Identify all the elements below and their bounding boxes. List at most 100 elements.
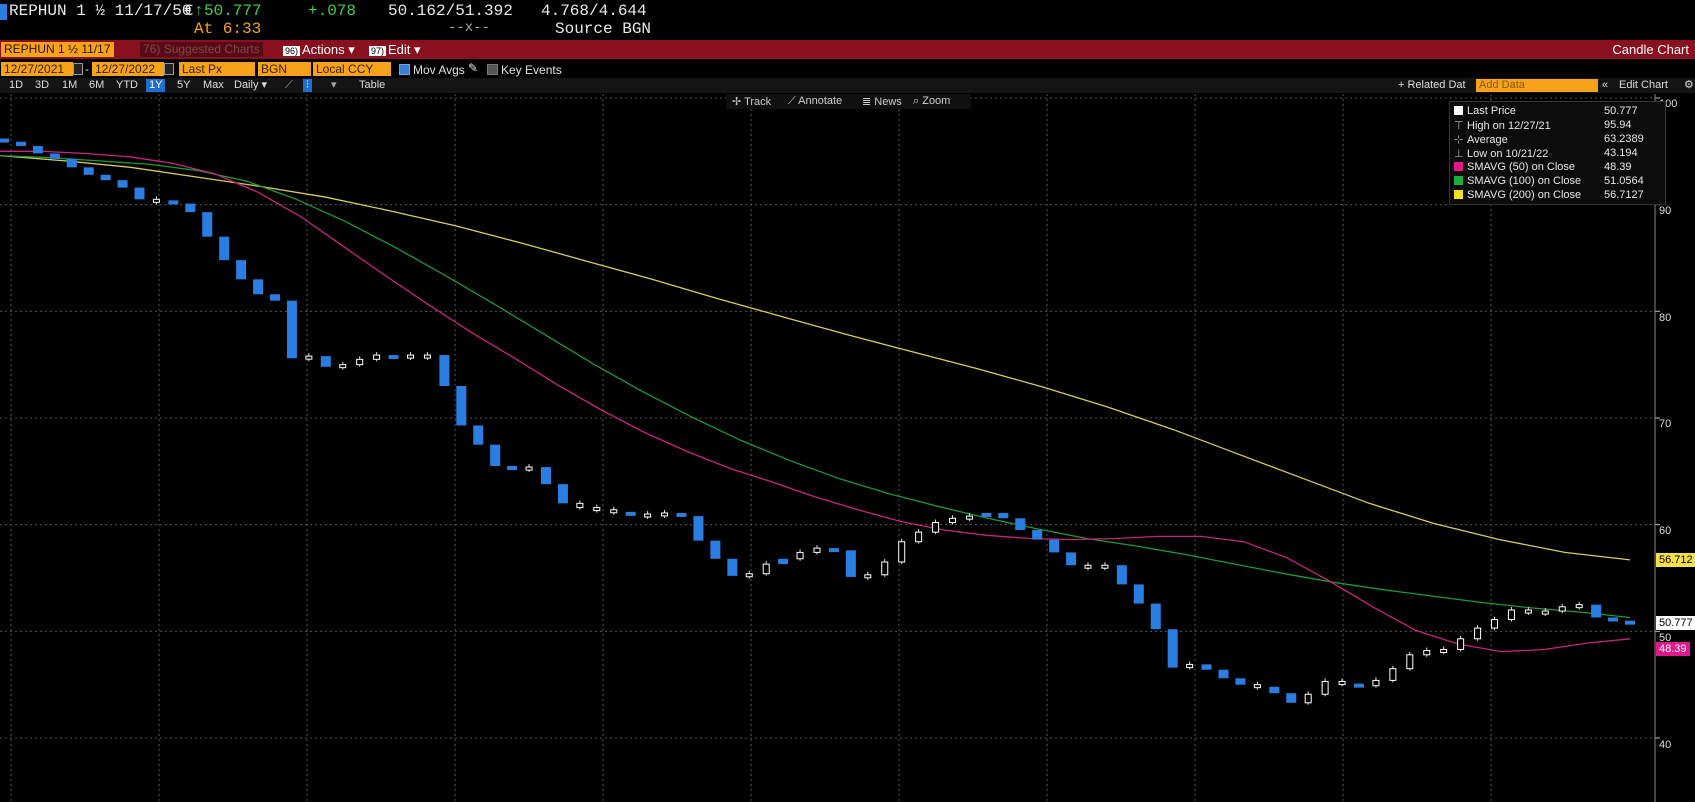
period-5y[interactable]: 5Y [177, 79, 191, 91]
swatch [1454, 176, 1463, 185]
candle-down [168, 200, 179, 205]
annotate-button[interactable]: ⟋ Annotate [788, 95, 843, 107]
edit-chart-button[interactable]: Edit Chart [1619, 79, 1668, 91]
key-events-checkbox[interactable] [487, 64, 498, 75]
candle-up [661, 512, 669, 517]
security-marker [0, 4, 7, 20]
candle-down [507, 466, 518, 470]
candle-down [676, 512, 687, 517]
chart-type-label[interactable]: Candle Chart [1612, 42, 1689, 57]
candles [0, 138, 1635, 705]
currency-select[interactable]: Local CCY [313, 62, 391, 76]
candle-style-icon[interactable]: ⫶ [303, 79, 312, 92]
high-marker-icon: ⊤ [1454, 120, 1464, 132]
zoom-label: Zoom [922, 95, 951, 107]
end-date-field[interactable]: 12/27/2022 [92, 62, 164, 76]
mov-avgs-label[interactable]: Mov Avgs [413, 63, 465, 77]
legend-label: Low on 10/21/22 [1467, 148, 1549, 160]
price-field-select[interactable]: Last Px [179, 62, 255, 76]
legend-value: 48.39 [1604, 161, 1632, 173]
style-dropdown-icon[interactable]: ▾ [331, 79, 337, 91]
candle-up [881, 561, 889, 576]
related-data-button[interactable]: + Related Dat [1398, 79, 1466, 91]
period-max[interactable]: Max [203, 79, 224, 91]
calendar-icon[interactable] [164, 63, 174, 75]
legend-value: 43.194 [1604, 147, 1638, 159]
candle-up [152, 198, 160, 203]
legend-smavg200: SMAVG (200) on Close 56.7127 [1454, 189, 1644, 201]
quote-header: REPHUN 1 ½ 11/17/50 € ↑ 50.777 +.078 50.… [0, 0, 1695, 40]
legend-label: SMAVG (50) on Close [1467, 161, 1576, 173]
candle-down [710, 540, 721, 559]
mov-avgs-checkbox[interactable] [399, 64, 410, 75]
source-select[interactable]: BGN [258, 62, 311, 76]
period-1y[interactable]: 1Y [146, 79, 166, 92]
candle-up [1524, 609, 1532, 614]
track-button[interactable]: ✢ Track [732, 96, 772, 108]
candle-up [745, 573, 753, 578]
pencil-icon[interactable]: ✎ [468, 61, 479, 75]
candle-up [1186, 663, 1194, 669]
chart-grid [0, 94, 1660, 802]
candle-down [15, 141, 26, 146]
ticker-label[interactable]: REPHUN 1 ½ 11/17/50 [9, 2, 192, 20]
news-button[interactable]: ≣ News [862, 96, 902, 108]
candle-down [0, 138, 9, 143]
period-6m[interactable]: 6M [89, 79, 105, 91]
candle-down [1167, 629, 1178, 668]
candle-down [625, 511, 636, 516]
security-tab[interactable]: REPHUN 1 ½ 11/17 [1, 42, 114, 57]
candle-up [1457, 638, 1465, 650]
zoom-button[interactable]: ⌕ Zoom [913, 95, 951, 107]
calendar-icon[interactable] [73, 63, 83, 75]
smavg50-line [0, 150, 1631, 653]
candle-up [1558, 606, 1566, 612]
key-events-label[interactable]: Key Events [501, 63, 562, 77]
candle-down [1133, 584, 1144, 604]
legend-high: ⊤ High on 12/27/21 95.94 [1454, 119, 1632, 132]
candle-down [1591, 604, 1602, 618]
candle-down [66, 158, 77, 168]
edit-menu[interactable]: 97) Edit ▾ [369, 42, 421, 59]
legend-label: High on 12/27/21 [1467, 120, 1551, 132]
candle-up [1491, 619, 1498, 629]
candle-up [610, 509, 618, 514]
candle-down [1608, 617, 1619, 622]
frequency-select[interactable]: Daily ▾ [234, 79, 268, 91]
candle-down [32, 146, 43, 154]
chart-legend[interactable]: Last Price 50.777 ⊤ High on 12/27/21 95.94 … [1449, 101, 1666, 205]
actions-menu[interactable]: 96) Actions ▾ [283, 42, 355, 59]
line-style-icon[interactable]: ⟋ [285, 79, 293, 91]
period-1m[interactable]: 1M [62, 79, 78, 91]
table-button[interactable]: Table [359, 79, 386, 91]
candle-down [1218, 669, 1229, 679]
period-3d[interactable]: 3D [35, 79, 50, 91]
add-data-input[interactable]: Add Data [1476, 79, 1598, 92]
period-bar: 1D 3D 1M 6M YTD 1Y 5Y Max Daily ▾ ⟋ ⫶ ▾ … [0, 78, 1695, 93]
candle-up [1253, 684, 1261, 689]
candle-up [762, 563, 770, 575]
candle-down [83, 167, 94, 175]
settings-gear-icon[interactable]: ⚙ [1684, 79, 1694, 91]
period-1d[interactable]: 1D [9, 79, 24, 91]
price-source: Source BGN [555, 20, 652, 38]
start-date-field[interactable]: 12/27/2021 [1, 62, 73, 76]
candle-up [864, 574, 872, 579]
candle-up [1474, 627, 1482, 640]
actions-label: Actions ▾ [302, 42, 355, 57]
candle-up [1406, 654, 1414, 670]
candle-up [1101, 564, 1109, 569]
moving-average-lines [0, 150, 1631, 653]
track-label: Track [744, 96, 772, 108]
price-chart[interactable] [0, 94, 1695, 802]
candle-down [490, 444, 501, 466]
candle-up [1372, 679, 1380, 687]
suggested-charts-menu[interactable]: 76) Suggested Charts [140, 42, 263, 57]
y-tick-label: 40 [1659, 739, 1672, 751]
collapse-icon[interactable]: « [1602, 79, 1609, 91]
candle-down [1625, 620, 1635, 625]
last-price: 50.777 [204, 2, 262, 20]
smavg200-line [0, 154, 1631, 561]
period-ytd[interactable]: YTD [116, 79, 138, 91]
menu-bar: REPHUN 1 ½ 11/17 76) Suggested Charts 96… [0, 40, 1695, 59]
